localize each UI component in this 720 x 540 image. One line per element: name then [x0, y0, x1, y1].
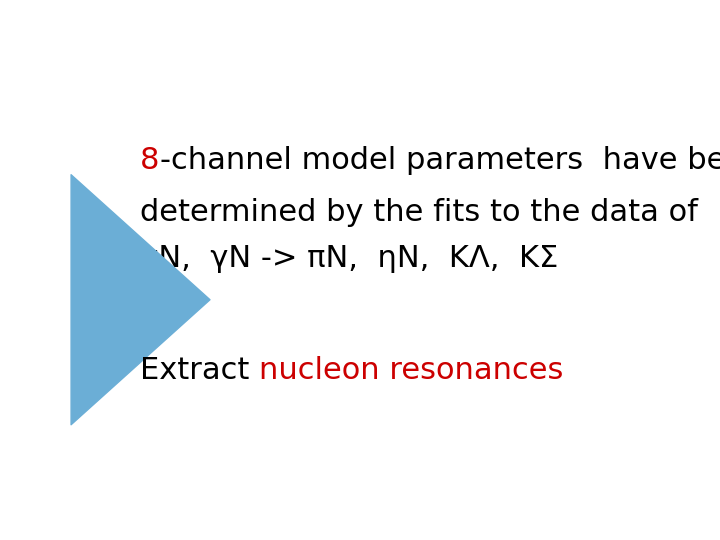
Text: Extract: Extract	[140, 356, 259, 385]
Text: 8: 8	[140, 146, 160, 175]
Text: nucleon resonances: nucleon resonances	[259, 356, 564, 385]
Text: determined by the fits to the data of: determined by the fits to the data of	[140, 198, 698, 227]
Text: -channel model parameters  have been: -channel model parameters have been	[160, 146, 720, 175]
Text: πN,  γN -> πN,  ηN,  KΛ,  KΣ: πN, γN -> πN, ηN, KΛ, KΣ	[140, 244, 559, 273]
